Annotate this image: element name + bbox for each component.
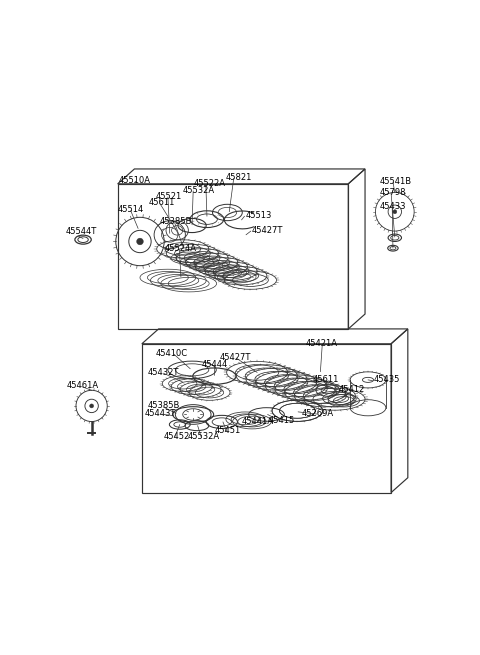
Text: 45427T: 45427T (220, 353, 252, 362)
Text: 45433: 45433 (380, 202, 407, 211)
Text: 45435: 45435 (373, 375, 399, 384)
Text: 45412: 45412 (339, 385, 365, 394)
Text: 45441A: 45441A (241, 417, 274, 426)
Text: 45510A: 45510A (119, 176, 151, 185)
Text: 45269A: 45269A (302, 409, 334, 418)
Text: 45432T: 45432T (147, 368, 179, 377)
Text: 45532A: 45532A (187, 432, 219, 441)
Text: 45415: 45415 (268, 417, 295, 425)
Text: 45524A: 45524A (164, 244, 196, 253)
Text: 45798: 45798 (380, 188, 407, 197)
Text: 45611: 45611 (148, 198, 175, 207)
Text: 45611: 45611 (313, 375, 339, 384)
Text: 45427T: 45427T (252, 226, 283, 235)
Text: 45385B: 45385B (147, 402, 180, 411)
Text: 45421A: 45421A (305, 339, 337, 348)
Text: 45541B: 45541B (380, 177, 412, 186)
Text: 45444: 45444 (202, 360, 228, 369)
Ellipse shape (393, 210, 397, 214)
Ellipse shape (137, 238, 144, 245)
Text: 45821: 45821 (226, 173, 252, 182)
Text: 45451: 45451 (215, 426, 240, 435)
Text: 45522A: 45522A (194, 179, 226, 189)
Text: 45452: 45452 (163, 432, 190, 441)
Text: 45513: 45513 (245, 211, 272, 220)
Text: 45544T: 45544T (66, 227, 97, 236)
Text: 45410C: 45410C (156, 348, 188, 358)
Text: 45532A: 45532A (183, 185, 215, 195)
Text: 45461A: 45461A (67, 381, 99, 390)
Text: 45514: 45514 (118, 206, 144, 214)
Text: 45385B: 45385B (160, 217, 192, 226)
Text: 45443T: 45443T (145, 409, 176, 418)
Text: 45521: 45521 (156, 192, 182, 200)
Ellipse shape (90, 404, 94, 408)
